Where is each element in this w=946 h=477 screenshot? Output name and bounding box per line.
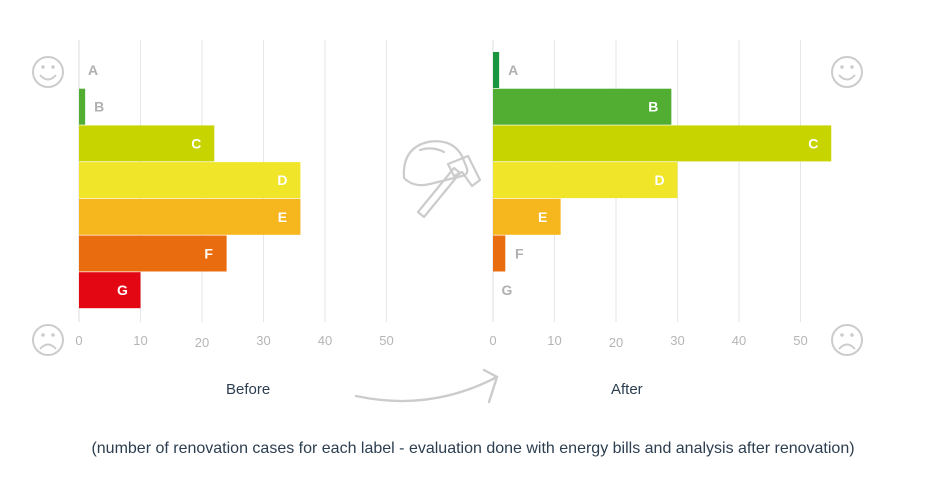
bar-b bbox=[79, 88, 86, 125]
bar-c bbox=[79, 125, 215, 162]
x-tick-label: 0 bbox=[489, 333, 496, 348]
category-label-d: D bbox=[277, 172, 287, 188]
category-label-f: F bbox=[204, 246, 213, 262]
category-label-d: D bbox=[654, 172, 664, 188]
bar-f bbox=[493, 235, 506, 272]
category-label-g: G bbox=[117, 282, 128, 298]
x-tick-label: 50 bbox=[379, 333, 393, 348]
category-label-c: C bbox=[191, 135, 201, 151]
bar-g bbox=[79, 272, 141, 309]
chart-footnote: (number of renovation cases for each lab… bbox=[91, 440, 855, 457]
after-panel-title: After bbox=[611, 381, 643, 398]
category-label-b: B bbox=[94, 99, 104, 115]
frowny-icon bbox=[32, 324, 64, 356]
x-tick-label: 10 bbox=[133, 333, 147, 348]
smiley-icon bbox=[831, 56, 863, 88]
x-tick-label: 50 bbox=[793, 333, 807, 348]
x-tick-label: 20 bbox=[609, 335, 623, 350]
bar-d bbox=[493, 162, 678, 199]
category-label-g: G bbox=[502, 282, 513, 298]
category-label-e: E bbox=[278, 209, 287, 225]
category-label-a: A bbox=[508, 62, 518, 78]
x-tick-label: 0 bbox=[75, 333, 82, 348]
frowny-icon bbox=[831, 324, 863, 356]
renovation-hammer-helmet-icon bbox=[402, 140, 482, 219]
x-tick-label: 10 bbox=[547, 333, 561, 348]
before-panel-title: Before bbox=[226, 381, 271, 398]
bar-b bbox=[493, 88, 672, 125]
category-label-f: F bbox=[515, 246, 524, 262]
bar-c bbox=[493, 125, 832, 162]
x-tick-label: 30 bbox=[256, 333, 270, 348]
category-label-b: B bbox=[648, 99, 658, 115]
category-label-e: E bbox=[538, 209, 547, 225]
x-tick-label: 30 bbox=[670, 333, 684, 348]
category-label-c: C bbox=[808, 135, 818, 151]
category-label-a: A bbox=[88, 62, 98, 78]
x-tick-label: 40 bbox=[318, 333, 332, 348]
bar-d bbox=[79, 162, 301, 199]
x-tick-label: 40 bbox=[732, 333, 746, 348]
bar-e bbox=[79, 198, 301, 235]
curved-arrow-icon bbox=[354, 368, 499, 404]
bar-e bbox=[493, 198, 561, 235]
bar-f bbox=[79, 235, 227, 272]
x-tick-label: 20 bbox=[195, 335, 209, 350]
bar-a bbox=[493, 52, 500, 88]
smiley-icon bbox=[32, 56, 64, 88]
